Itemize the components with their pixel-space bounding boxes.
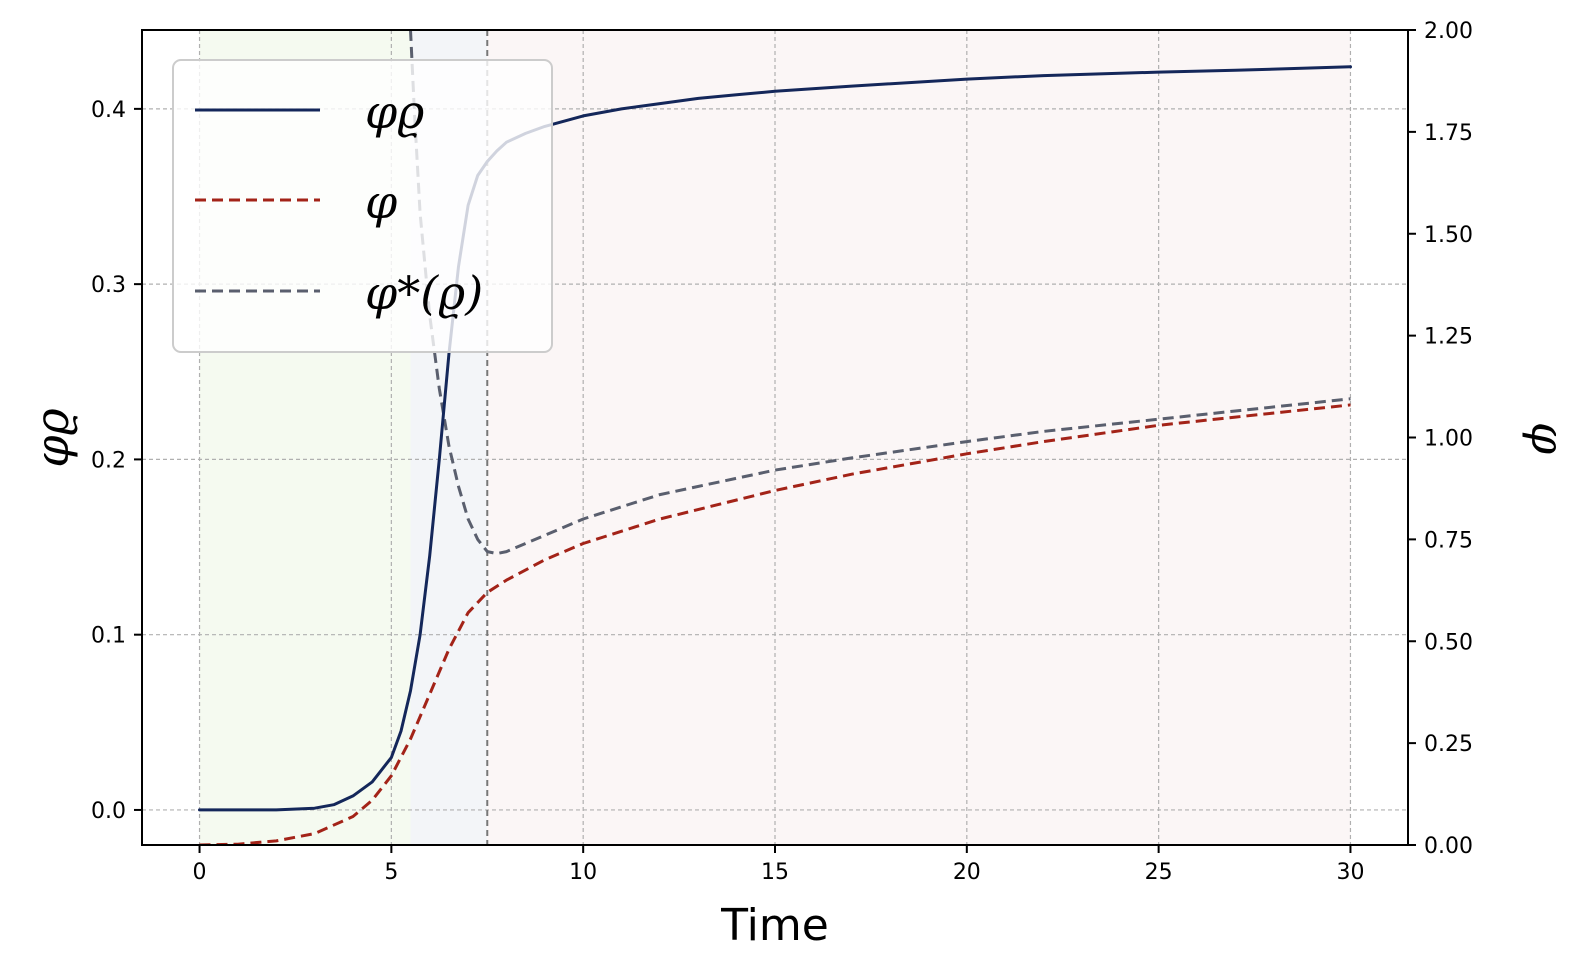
y-left-tick-label-1: 0.1 xyxy=(91,624,126,649)
y-right-tick-label-0: 0.00 xyxy=(1424,834,1473,859)
legend-label-0: φϱ xyxy=(365,85,424,139)
x-tick-label-5: 25 xyxy=(1145,860,1173,885)
x-tick-label-2: 10 xyxy=(569,860,597,885)
y-left-tick-label-2: 0.2 xyxy=(91,448,126,473)
right-y-axis-label: φ xyxy=(1521,422,1575,455)
y-left-tick-label-4: 0.4 xyxy=(91,98,126,123)
x-tick-label-0: 0 xyxy=(193,860,207,885)
y-right-tick-label-8: 2.00 xyxy=(1424,19,1473,44)
x-tick-label-3: 15 xyxy=(761,860,789,885)
y-right-tick-label-6: 1.50 xyxy=(1424,223,1473,248)
y-right-tick-label-1: 0.25 xyxy=(1424,732,1473,757)
series-line-2 xyxy=(409,30,1351,556)
x-axis-ticks: 0 5 10 15 20 25 30 xyxy=(193,845,1364,885)
x-tick-label-1: 5 xyxy=(384,860,398,885)
x-axis-label: Time xyxy=(720,900,829,951)
y-right-tick-label-4: 1.00 xyxy=(1424,427,1473,452)
y-right-tick-label-7: 1.75 xyxy=(1424,121,1473,146)
legend-box xyxy=(172,59,553,353)
y-left-tick-label-3: 0.3 xyxy=(91,273,126,298)
y-right-tick-label-2: 0.50 xyxy=(1424,630,1473,655)
x-tick-label-4: 20 xyxy=(953,860,981,885)
y-right-tick-label-5: 1.25 xyxy=(1424,325,1473,350)
left-y-axis-label: φϱ xyxy=(25,408,79,467)
shaded-region-2 xyxy=(487,30,1351,845)
legend-label-1: φ xyxy=(365,175,398,229)
x-tick-label-6: 30 xyxy=(1336,860,1364,885)
series-line-1 xyxy=(199,403,1351,845)
y-left-tick-label-0: 0.0 xyxy=(91,799,126,824)
y-right-tick-label-3: 0.75 xyxy=(1424,528,1473,553)
left-y-axis-ticks: 0.0 0.1 0.2 0.3 0.4 xyxy=(91,98,142,824)
right-y-axis-ticks: 0.00 0.25 0.50 0.75 1.00 1.25 1.50 1.75 2.00 xyxy=(1408,19,1473,859)
legend-label-2: φ*(ϱ) xyxy=(365,266,483,320)
legend: φϱ φ φ*(ϱ) xyxy=(172,59,553,353)
